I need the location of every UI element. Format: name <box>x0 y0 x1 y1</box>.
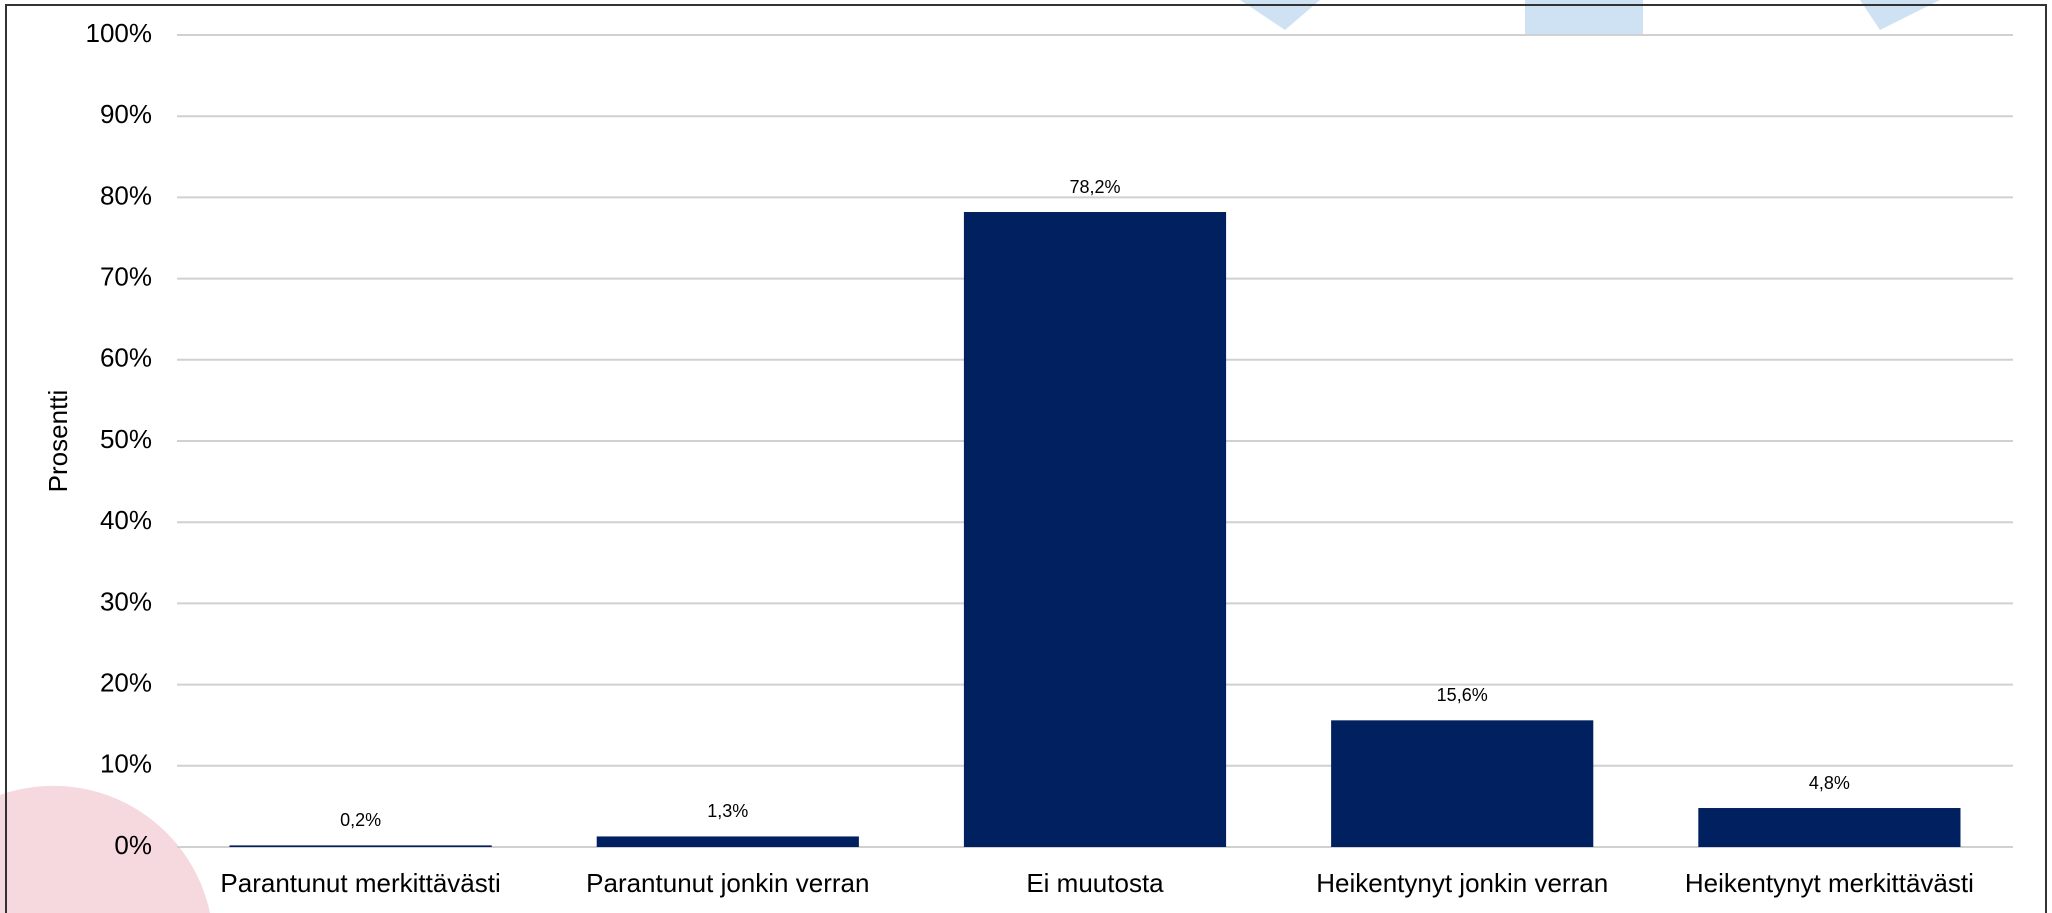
decor-shape <box>1240 0 1320 30</box>
x-tick-label: Heikentynyt merkittävästi <box>1685 868 1974 898</box>
decor-shape <box>0 785 210 913</box>
y-tick-label: 90% <box>100 99 152 129</box>
data-label: 4,8% <box>1809 773 1850 793</box>
data-label: 78,2% <box>1069 177 1120 197</box>
y-tick-label: 0% <box>114 830 152 860</box>
y-tick-label: 10% <box>100 749 152 779</box>
y-tick-label: 20% <box>100 667 152 697</box>
bar <box>1698 808 1961 847</box>
y-tick-label: 100% <box>86 18 153 48</box>
x-tick-label: Parantunut merkittävästi <box>220 868 500 898</box>
bar <box>963 212 1227 848</box>
x-tick-label: Parantunut jonkin verran <box>586 868 869 898</box>
data-label: 15,6% <box>1437 685 1488 705</box>
x-tick-label: Ei muutosta <box>1026 868 1164 898</box>
y-tick-label: 70% <box>100 261 152 291</box>
x-tick-label: Heikentynyt jonkin verran <box>1316 868 1608 898</box>
y-tick-label: 80% <box>100 180 152 210</box>
chart-frame <box>5 4 2047 913</box>
bar <box>229 845 492 847</box>
y-tick-label: 60% <box>100 343 152 373</box>
y-axis-label: Prosentti <box>43 390 73 493</box>
data-label: 1,3% <box>707 801 748 821</box>
y-tick-label: 30% <box>100 586 152 616</box>
y-tick-label: 40% <box>100 505 152 535</box>
data-label: 0,2% <box>340 810 381 830</box>
y-tick-label: 50% <box>100 424 152 454</box>
bar <box>1331 720 1594 847</box>
bar <box>596 836 859 847</box>
decor-shape <box>1860 0 1940 30</box>
